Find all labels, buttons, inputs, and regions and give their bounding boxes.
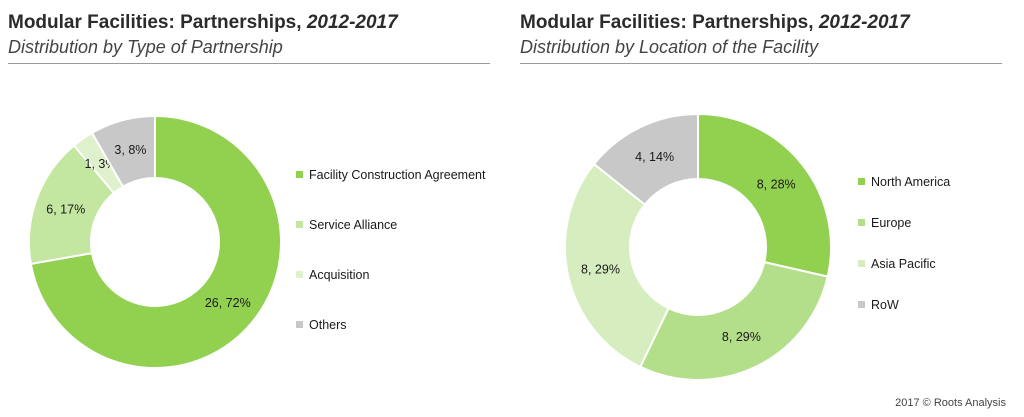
legend-swatch <box>296 271 303 278</box>
donut-slice-row <box>592 112 699 207</box>
donut-slice-europe <box>638 260 829 381</box>
chart-title-years: 2012-2017 <box>306 12 398 33</box>
legend-item-row: RoW <box>858 298 899 312</box>
data-label-north-america: 8, 28% <box>757 178 796 192</box>
chart-subtitle: Distribution by Type of Partnership <box>8 37 283 57</box>
legend-item-facility-construction-agreement: Facility Construction Agreement <box>296 168 485 182</box>
legend-label: Facility Construction Agreement <box>309 168 486 182</box>
donut-slice-north-america <box>697 112 832 278</box>
chart-title-text: Modular Facilities: Partnerships, <box>8 12 302 33</box>
legend-item-others: Others <box>296 318 347 332</box>
legend-label: Others <box>309 318 347 332</box>
data-label-asia-pacific: 8, 29% <box>581 262 620 276</box>
donut-chart-partnership-type: 26, 72%6, 17%1, 3%3, 8% <box>28 114 282 369</box>
data-label-others: 3, 8% <box>114 143 146 157</box>
data-label-facility-construction-agreement: 26, 72% <box>205 296 251 310</box>
legend-swatch <box>858 178 865 185</box>
legend-item-acquisition: Acquisition <box>296 268 369 282</box>
chart-title-text: Modular Facilities: Partnerships, <box>520 12 814 33</box>
legend-swatch <box>858 260 865 267</box>
chart-subtitle: Distribution by Location of the Facility <box>520 37 819 57</box>
title-divider <box>8 63 490 64</box>
chart-panel-facility-location: Modular Facilities: Partnerships, 2012-2… <box>512 0 1024 417</box>
copyright-footer: 2017 © Roots Analysis <box>895 397 1006 409</box>
legend-label: Europe <box>871 216 912 230</box>
title-divider <box>520 63 1002 64</box>
legend-swatch <box>296 171 303 178</box>
legend-item-asia-pacific: Asia Pacific <box>858 257 936 271</box>
data-label-service-alliance: 6, 17% <box>46 203 85 217</box>
chart-title: Modular Facilities: Partnerships, 2012-2… <box>520 12 910 34</box>
legend-swatch <box>296 321 303 328</box>
legend-item-north-america: North America <box>858 175 950 189</box>
donut-slice-facility-construction-agreement <box>29 114 282 369</box>
donut-slice-asia-pacific <box>564 162 670 369</box>
legend-item-service-alliance: Service Alliance <box>296 218 397 232</box>
legend-label: Acquisition <box>309 268 370 282</box>
legend-label: Asia Pacific <box>871 257 936 271</box>
legend-label: North America <box>871 175 951 189</box>
legend-label: Service Alliance <box>309 218 398 232</box>
legend-label: RoW <box>871 298 899 312</box>
chart-panel-partnership-type: Modular Facilities: Partnerships, 2012-2… <box>8 12 490 369</box>
donut-chart-facility-location: 8, 28% 8, 29% 8, 29% 4, 14% <box>564 112 832 381</box>
legend-swatch <box>858 219 865 226</box>
chart-title-years: 2012-2017 <box>818 12 910 33</box>
data-label-europe: 8, 29% <box>722 330 761 344</box>
data-label-row: 4, 14% <box>635 150 674 164</box>
legend-swatch <box>858 301 865 308</box>
legend-item-europe: Europe <box>858 216 911 230</box>
donut-slice-others <box>90 114 156 188</box>
legend-swatch <box>296 221 303 228</box>
chart-title: Modular Facilities: Partnerships, 2012-2… <box>8 12 398 34</box>
